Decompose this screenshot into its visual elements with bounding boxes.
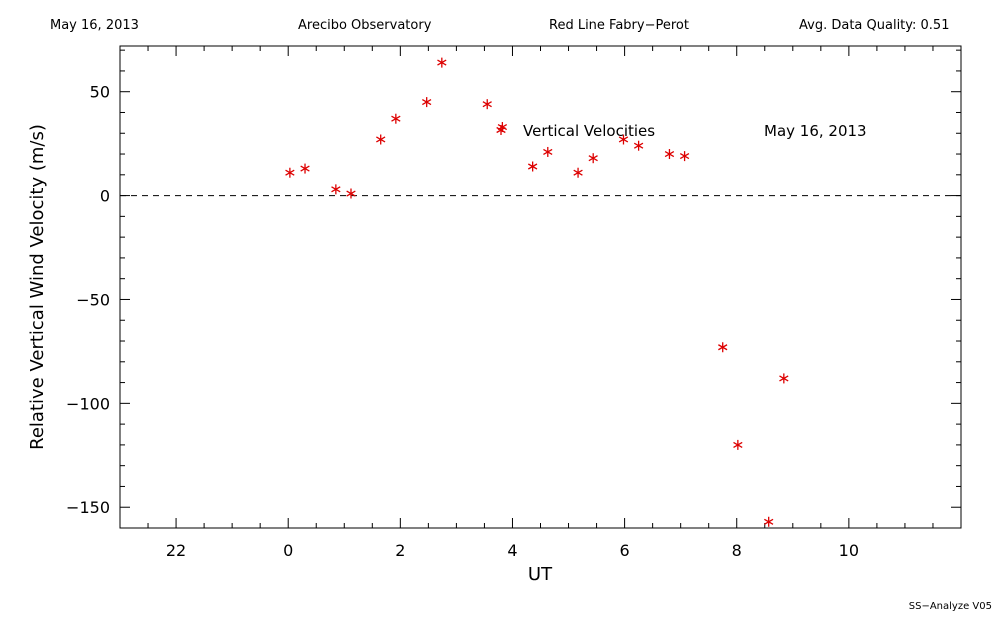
data-point (618, 134, 629, 145)
header-data-quality: Avg. Data Quality: 0.51 (799, 18, 950, 33)
data-point (573, 167, 583, 178)
data-point (300, 163, 310, 174)
data-point (376, 134, 386, 145)
data-point (718, 342, 728, 353)
y-tick-label: −50 (76, 290, 110, 309)
x-tick-label: 10 (839, 541, 859, 560)
data-point (764, 516, 774, 527)
data-points (285, 57, 789, 527)
data-point (588, 153, 598, 164)
annotation-date: May 16, 2013 (764, 122, 867, 140)
data-point (779, 373, 789, 384)
x-axis-label: UT (528, 564, 553, 585)
legend-marker (496, 125, 506, 135)
y-tick-label: 0 (100, 187, 110, 206)
legend: Vertical Velocities (496, 122, 655, 140)
x-tick-label: 0 (283, 541, 293, 560)
data-point (346, 188, 356, 199)
data-point (391, 113, 401, 124)
data-point (527, 161, 538, 172)
data-point (633, 140, 644, 151)
y-tick-label: −100 (66, 394, 110, 413)
header-date: May 16, 2013 (50, 18, 139, 33)
data-point (679, 151, 690, 162)
software-version: SS−Analyze V05 (908, 601, 992, 612)
header-observatory: Arecibo Observatory (298, 18, 432, 33)
data-point (437, 57, 447, 68)
x-tick-label: 2 (395, 541, 405, 560)
legend-label: Vertical Velocities (523, 122, 655, 140)
plot-frame (119, 45, 962, 529)
x-tick-label: 22 (166, 541, 186, 560)
legend-marker-symbol (496, 125, 506, 135)
header-instrument: Red Line Fabry−Perot (549, 18, 689, 33)
data-point (664, 149, 675, 160)
y-tick-label: −150 (66, 498, 110, 517)
x-tick-label: 4 (507, 541, 517, 560)
x-tick-labels: 22 0 2 4 6 8 10 (166, 541, 859, 560)
data-point (482, 99, 492, 110)
data-point (422, 97, 432, 108)
y-tick-label: 50 (90, 83, 110, 102)
data-point (733, 439, 743, 450)
data-point (543, 146, 553, 157)
y-axis-label: Relative Vertical Wind Velocity (m/s) (27, 124, 48, 450)
y-tick-labels: 50 0 −50 −100 −150 (66, 83, 110, 518)
tick-marks (119, 46, 962, 529)
data-point (331, 184, 341, 195)
x-tick-label: 6 (620, 541, 630, 560)
data-point (285, 167, 295, 178)
x-tick-label: 8 (732, 541, 742, 560)
